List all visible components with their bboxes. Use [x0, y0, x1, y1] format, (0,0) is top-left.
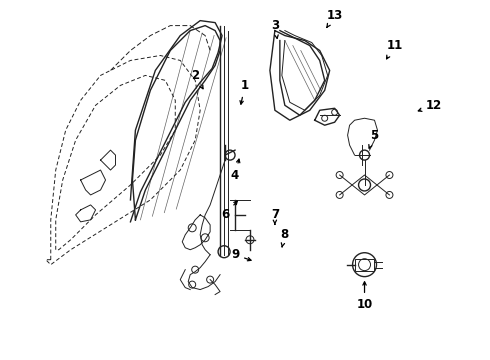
Text: 5: 5 — [369, 129, 379, 148]
Text: 13: 13 — [326, 9, 343, 27]
Text: 10: 10 — [356, 282, 373, 311]
Text: 6: 6 — [221, 201, 237, 221]
Text: 4: 4 — [231, 159, 240, 181]
Text: 3: 3 — [271, 19, 279, 39]
Text: 9: 9 — [231, 248, 251, 261]
Text: 8: 8 — [281, 228, 289, 247]
Text: 1: 1 — [240, 79, 249, 104]
Text: 2: 2 — [191, 69, 203, 89]
Text: 7: 7 — [271, 208, 279, 224]
Text: 11: 11 — [386, 39, 403, 59]
Bar — [355, 259, 374, 271]
Text: 12: 12 — [418, 99, 442, 112]
